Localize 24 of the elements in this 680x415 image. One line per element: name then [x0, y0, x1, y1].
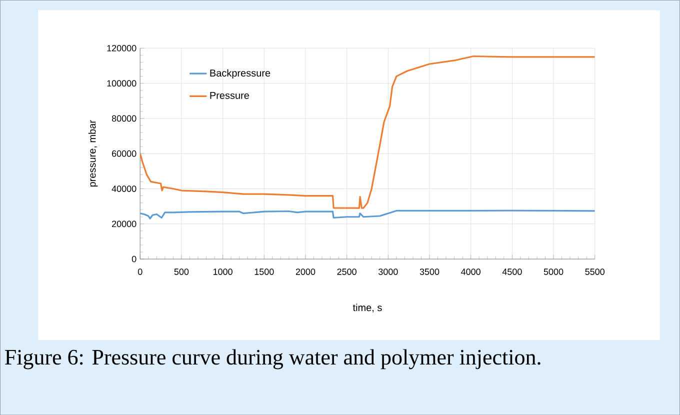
- x-tick-label: 5000: [544, 268, 564, 275]
- x-tick-label: 1500: [254, 268, 274, 275]
- y-tick-label: 0: [132, 256, 136, 262]
- x-tick-label: 500: [174, 268, 189, 275]
- x-tick-label: 5500: [585, 268, 605, 275]
- caption: Figure 6: Pressure curve during water and polymer injection.: [5, 349, 540, 370]
- y-tick-label: 40000: [112, 185, 136, 192]
- x-tick-label: 2000: [296, 268, 316, 275]
- x-tick-label: 4000: [461, 268, 480, 275]
- legend-label: Pressure: [210, 92, 249, 99]
- x-tick-label: 0: [138, 268, 142, 275]
- y-tick-label: 20000: [112, 220, 136, 228]
- y-tick-label: 120000: [107, 44, 136, 52]
- x-axis-title: time, s: [352, 304, 382, 312]
- x-tick-label: 3500: [420, 268, 440, 275]
- x-tick-label: 1000: [213, 268, 232, 275]
- y-tick-label: 100000: [107, 80, 136, 86]
- legend-label: Backpressure: [210, 69, 270, 78]
- y-tick-label: 60000: [112, 150, 136, 157]
- y-tick-label: 80000: [112, 115, 136, 122]
- y-axis-title: pressure, mbar: [88, 120, 98, 186]
- x-tick-label: 2500: [337, 268, 356, 275]
- x-tick-label: 4500: [502, 268, 522, 275]
- x-tick-label: 3000: [378, 268, 398, 275]
